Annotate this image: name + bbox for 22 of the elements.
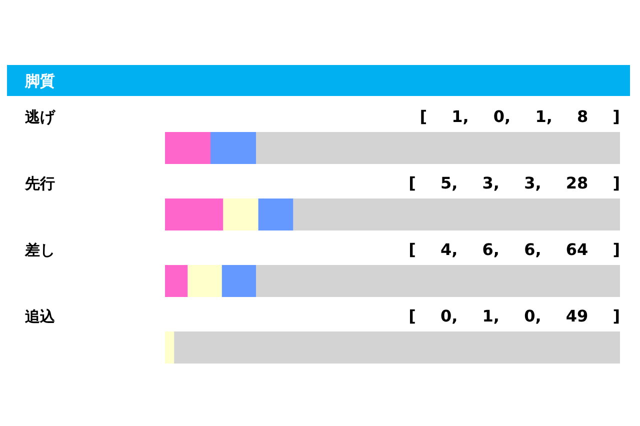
bar	[223, 198, 258, 230]
annotation: [ 0, 1, 0, 49 ]	[408, 306, 620, 326]
text: 脚質	[24, 72, 55, 90]
bar	[188, 265, 222, 297]
bar	[165, 265, 188, 297]
bar	[256, 132, 620, 164]
bar	[174, 332, 620, 364]
bar	[258, 198, 294, 230]
annotation: [ 4, 6, 6, 64 ]	[408, 240, 620, 259]
y-tick-label: 先行	[24, 174, 55, 192]
bar	[222, 265, 256, 297]
y-tick-label: 逃げ	[24, 108, 56, 126]
y-tick-label: 差し	[24, 241, 55, 259]
bar	[165, 132, 210, 164]
bar	[165, 332, 174, 364]
annotation: [ 1, 0, 1, 8 ]	[420, 107, 620, 126]
bar	[210, 132, 256, 164]
bar	[293, 198, 620, 230]
bar	[256, 265, 620, 297]
bar	[165, 198, 224, 230]
y-tick-label: 追込	[24, 308, 56, 326]
annotation: [ 5, 3, 3, 28 ]	[408, 174, 620, 192]
